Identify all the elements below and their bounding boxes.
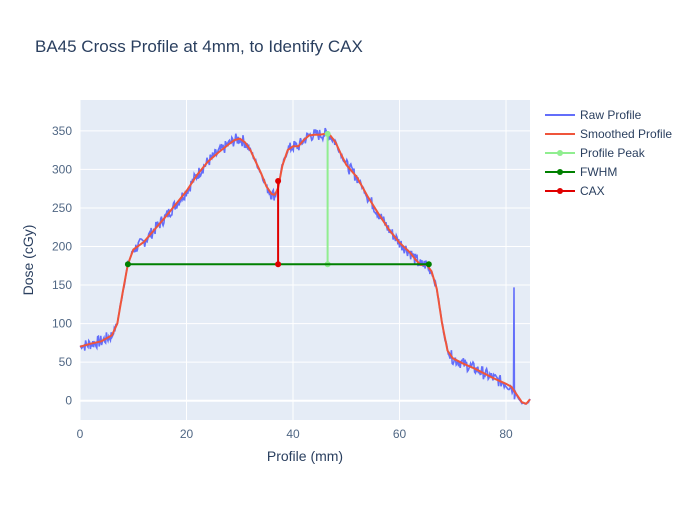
legend-marker	[557, 188, 563, 194]
x-tick-label: 80	[499, 427, 513, 441]
fwhm-marker	[425, 261, 432, 268]
legend-label: Smoothed Profile	[580, 127, 672, 141]
y-tick-label: 350	[52, 124, 72, 138]
x-tick-label: 20	[180, 427, 194, 441]
y-tick-label: 50	[59, 355, 73, 369]
cax-marker	[275, 177, 282, 184]
x-axis-label: Profile (mm)	[267, 448, 343, 464]
x-tick-label: 0	[77, 427, 84, 441]
series-layer	[79, 127, 531, 405]
plot-background	[80, 100, 530, 420]
x-tick-label: 40	[286, 427, 300, 441]
legend-item-fwhm[interactable]: FWHM	[545, 165, 617, 179]
y-tick-label: 300	[52, 162, 72, 176]
legend-marker	[557, 150, 563, 156]
legend-item-profile-peak[interactable]: Profile Peak	[545, 146, 646, 160]
legend-label: Raw Profile	[580, 108, 642, 122]
series-smoothed-profile	[79, 132, 531, 405]
x-tick-label: 60	[393, 427, 407, 441]
cax-marker	[275, 261, 282, 268]
grid-lines	[79, 100, 530, 420]
legend-label: FWHM	[580, 165, 617, 179]
y-tick-labels: 0 50 100 150 200 250 300 350	[52, 124, 72, 408]
y-axis-label: Dose (cGy)	[20, 225, 36, 296]
legend-marker	[557, 169, 563, 175]
legend-label: Profile Peak	[580, 146, 646, 160]
y-tick-label: 0	[65, 394, 72, 408]
y-tick-label: 250	[52, 201, 72, 215]
chart-title: BA45 Cross Profile at 4mm, to Identify C…	[35, 37, 363, 56]
legend-item-smoothed-profile[interactable]: Smoothed Profile	[545, 127, 672, 141]
legend[interactable]: Raw Profile Smoothed Profile Profile Peak F…	[545, 108, 672, 198]
legend-label: CAX	[580, 184, 605, 198]
legend-item-cax[interactable]: CAX	[545, 184, 605, 198]
y-tick-label: 150	[52, 278, 72, 292]
y-tick-label: 200	[52, 240, 72, 254]
profile-peak-marker	[324, 130, 331, 137]
x-tick-labels: 0 20 40 60 80	[77, 427, 513, 441]
fwhm-marker	[124, 261, 131, 268]
legend-item-raw-profile[interactable]: Raw Profile	[545, 108, 642, 122]
y-tick-label: 100	[52, 317, 72, 331]
